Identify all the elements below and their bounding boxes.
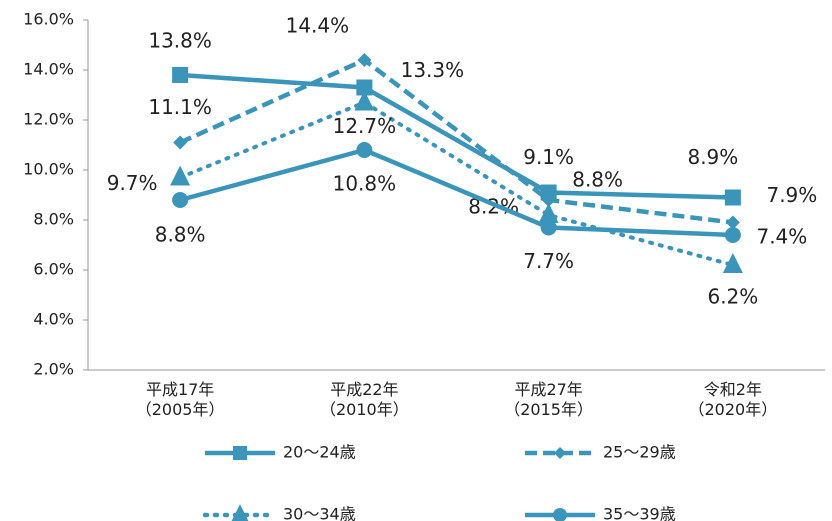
- data-label: 13.8%: [148, 29, 212, 53]
- series-line: [179, 147, 733, 238]
- marker: [356, 79, 373, 96]
- y-tick-label: 2.0%: [33, 360, 74, 379]
- data-label: 14.4%: [286, 14, 350, 38]
- series-line: [178, 100, 735, 267]
- legend-label: 25～29歳: [603, 443, 676, 462]
- marker: [722, 253, 743, 273]
- x-tick-label: 令和2年 （2020年）: [688, 380, 778, 419]
- y-tick-label: 10.0%: [23, 160, 74, 179]
- marker: [172, 192, 189, 208]
- data-label: 13.3%: [401, 58, 465, 82]
- data-label: 9.1%: [523, 145, 574, 169]
- data-label: 7.9%: [766, 183, 817, 207]
- marker: [173, 135, 188, 150]
- marker: [541, 193, 556, 207]
- legend-marker: [553, 508, 567, 521]
- marker: [354, 90, 375, 111]
- legend-marker: [233, 446, 247, 460]
- marker: [538, 203, 559, 223]
- marker: [170, 165, 191, 186]
- legend-marker: [554, 447, 566, 459]
- marker: [725, 215, 740, 230]
- y-tick-label: 16.0%: [23, 10, 74, 29]
- legend-label: 20～24歳: [283, 443, 356, 462]
- legend-label: 35～39歳: [603, 505, 676, 521]
- marker: [540, 184, 557, 201]
- marker: [724, 227, 741, 243]
- data-label: 8.9%: [687, 145, 738, 169]
- marker: [357, 53, 372, 67]
- data-label: 11.1%: [148, 95, 212, 119]
- data-label: 9.7%: [107, 171, 158, 195]
- y-tick-label: 12.0%: [23, 110, 74, 129]
- marker: [356, 142, 373, 158]
- data-label: 7.7%: [523, 249, 574, 273]
- data-label: 7.4%: [756, 225, 807, 249]
- x-tick-label: 平成27年 （2015年）: [504, 380, 593, 419]
- data-label: 12.7%: [333, 114, 397, 138]
- y-tick-label: 14.0%: [23, 60, 74, 79]
- x-tick-label: 平成22年 （2010年）: [320, 380, 409, 419]
- marker: [724, 189, 741, 206]
- legend-label: 30～34歳: [283, 505, 356, 521]
- marker: [172, 67, 189, 83]
- legend-marker: [231, 504, 249, 521]
- data-label: 8.8%: [155, 223, 206, 247]
- series-line: [179, 72, 733, 200]
- data-label: 6.2%: [707, 285, 758, 309]
- y-tick-label: 4.0%: [33, 310, 74, 329]
- series-line: [179, 57, 734, 225]
- data-label: 10.8%: [333, 172, 397, 196]
- marker: [540, 219, 557, 236]
- data-label: 8.8%: [572, 168, 623, 192]
- x-tick-label: 平成17年 （2005年）: [135, 380, 225, 419]
- y-tick-label: 8.0%: [33, 210, 74, 229]
- y-tick-label: 6.0%: [33, 260, 74, 279]
